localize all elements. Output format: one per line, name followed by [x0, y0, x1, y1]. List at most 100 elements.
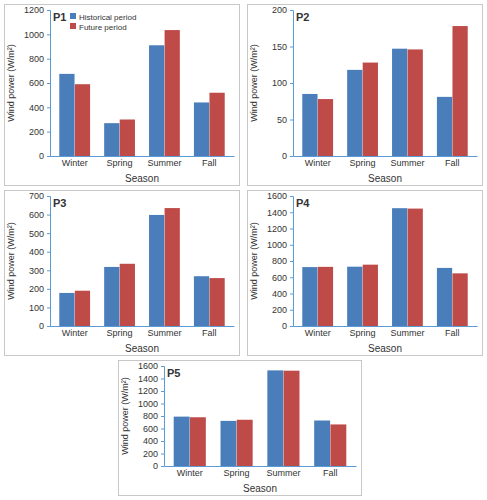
axis-line	[165, 466, 357, 467]
bars	[59, 208, 224, 326]
tick-label: 800	[272, 256, 287, 266]
tick-label: 0	[282, 151, 287, 161]
panel: 050100150200WinterSpringSummerFallP2Seas…	[248, 5, 483, 186]
panel: 0100200300400500600700WinterSpringSummer…	[5, 191, 240, 356]
bar	[174, 417, 190, 466]
tick: Fall	[202, 326, 217, 338]
bar	[194, 276, 209, 326]
tick-label: 300	[29, 266, 44, 276]
panel-border	[5, 5, 240, 186]
x-axis: WinterSpringSummerFall	[294, 156, 478, 168]
bar	[302, 267, 317, 326]
bar	[392, 49, 407, 156]
tick-mark	[290, 10, 293, 11]
bar	[330, 424, 346, 466]
tick-label: Spring	[350, 328, 376, 338]
y-axis-title: Wind power (W/m²)	[249, 222, 259, 300]
bar	[120, 120, 135, 157]
bar	[347, 267, 362, 326]
tick-mark	[290, 310, 293, 311]
tick-mark	[47, 196, 50, 197]
tick: Winter	[305, 326, 331, 338]
tick: 800	[143, 411, 164, 421]
tick-label: Winter	[305, 158, 331, 168]
tick-label: Fall	[445, 158, 460, 168]
tick: 200	[272, 5, 293, 15]
tick-label: Winter	[177, 468, 203, 478]
title: P2	[296, 11, 309, 23]
tick: Summer	[147, 156, 181, 168]
tick-mark	[290, 120, 293, 121]
tick-label: Fall	[323, 468, 338, 478]
tick-label: Summer	[147, 158, 181, 168]
tick-mark	[290, 47, 293, 48]
tick: 0	[39, 151, 50, 161]
tick: 600	[272, 273, 293, 283]
tick-mark	[47, 233, 50, 234]
tick-label: 200	[272, 305, 287, 315]
tick-mark	[290, 156, 293, 157]
tick-mark	[47, 289, 50, 290]
tick-label: 200	[143, 449, 158, 459]
tick: 1000	[24, 30, 50, 40]
legend-swatch	[70, 23, 76, 29]
figure: 020040060080010001200WinterSpringSummerF…	[0, 0, 487, 500]
plot: 020040060080010001200WinterSpringSummerF…	[24, 5, 235, 168]
tick-mark	[47, 107, 50, 108]
tick-label: 400	[29, 103, 44, 113]
tick: Summer	[266, 466, 300, 478]
tick: 1200	[138, 386, 164, 396]
panel: 02004006008001000120014001600WinterSprin…	[248, 191, 483, 356]
tick-label: Winter	[62, 158, 88, 168]
tick: 700	[29, 191, 50, 201]
bars	[59, 30, 224, 156]
tick: 1400	[138, 374, 164, 384]
tick: Spring	[107, 326, 133, 338]
axis-line	[47, 197, 51, 327]
bar	[149, 45, 164, 156]
tick: 100	[272, 78, 293, 88]
tick-label: Summer	[390, 328, 424, 338]
tick-mark	[290, 229, 293, 230]
tick: 800	[29, 54, 50, 64]
x-axis-title: Season	[368, 343, 402, 354]
tick: 400	[29, 247, 50, 257]
tick: Fall	[445, 156, 460, 168]
bars	[174, 370, 347, 466]
tick-label: Spring	[350, 158, 376, 168]
tick: 200	[29, 284, 50, 294]
bar	[408, 209, 423, 326]
tick-label: 1200	[267, 224, 287, 234]
tick-label: 100	[29, 303, 44, 313]
tick: 300	[29, 266, 50, 276]
axis-line	[161, 367, 165, 467]
tick-mark	[290, 83, 293, 84]
tick-label: 0	[282, 321, 287, 331]
tick-label: 1000	[138, 399, 158, 409]
x-axis-title: Season	[125, 173, 159, 184]
tick: Spring	[107, 156, 133, 168]
bar	[149, 215, 164, 326]
tick-label: Spring	[224, 468, 250, 478]
bar	[363, 63, 378, 156]
tick-label: Winter	[62, 328, 88, 338]
tick: 600	[29, 78, 50, 88]
tick: 1200	[267, 224, 293, 234]
tick-mark	[161, 379, 164, 380]
tick: 800	[272, 256, 293, 266]
axis-line	[290, 197, 294, 327]
tick-mark	[47, 34, 50, 35]
tick: 200	[29, 127, 50, 137]
tick: Summer	[390, 326, 424, 338]
tick-mark	[290, 196, 293, 197]
tick: Fall	[323, 466, 338, 478]
y-axis-title: Wind power (W/m²)	[249, 44, 259, 122]
tick-mark	[161, 366, 164, 367]
tick-label: 100	[272, 78, 287, 88]
tick: Winter	[177, 466, 203, 478]
axis-line	[290, 11, 294, 157]
tick-mark	[47, 59, 50, 60]
axis-line	[47, 11, 51, 157]
bar	[209, 278, 224, 326]
tick-label: Fall	[202, 158, 217, 168]
